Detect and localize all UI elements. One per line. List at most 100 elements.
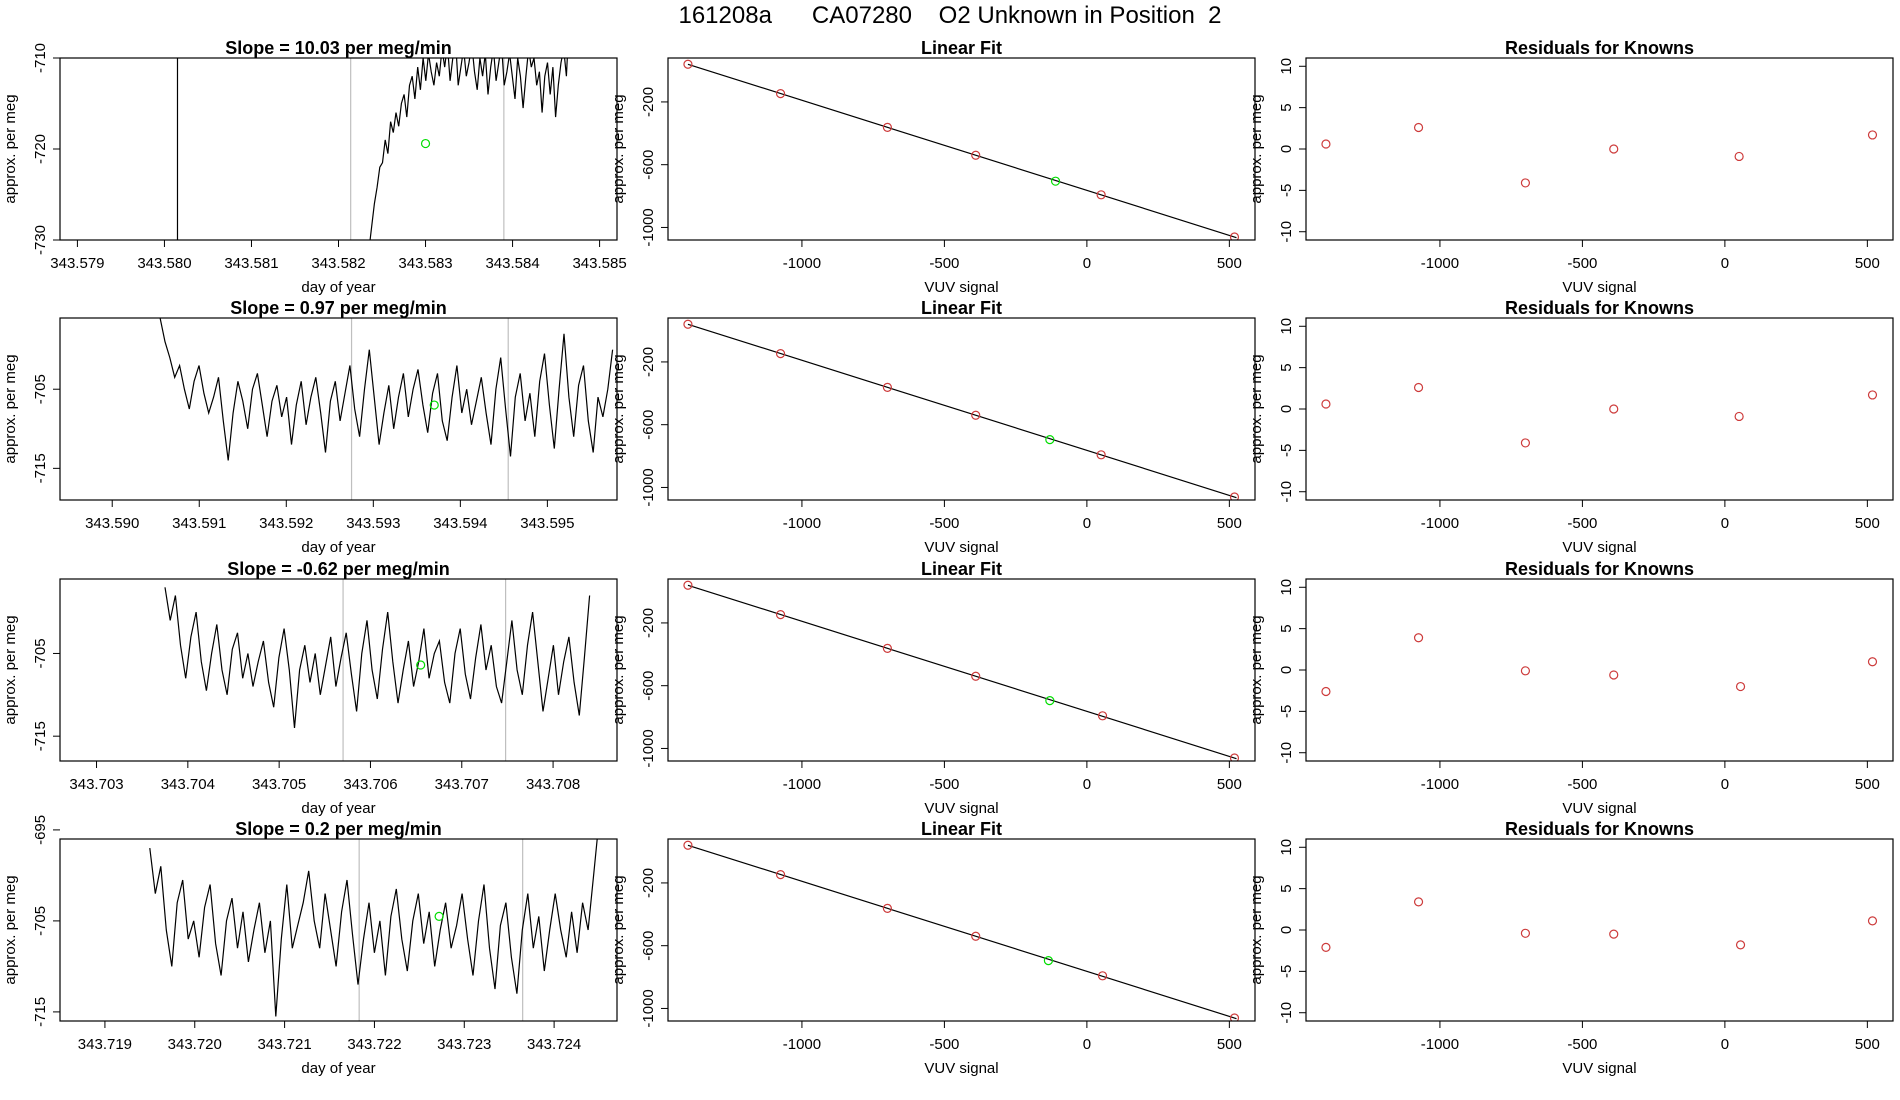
panel-r0c1: Linear Fit VUV signal approx. per meg -1000… (610, 38, 1256, 296)
plot-area (683, 840, 1240, 1021)
known-point (683, 840, 693, 850)
known-point (1867, 657, 1878, 667)
known-point (775, 610, 786, 620)
x-tick-label: 343.708 (526, 776, 580, 793)
x-tick-label: 343.720 (168, 1036, 222, 1053)
plot-frame (1305, 57, 1894, 241)
plot-area (1321, 633, 1878, 697)
x-axis-label: VUV signal (1562, 1060, 1636, 1077)
y-tick-label: -715 (32, 997, 49, 1027)
known-point (1097, 711, 1108, 721)
known-point (1413, 897, 1424, 907)
known-point (1734, 151, 1744, 162)
x-axis-label: day of year (301, 1060, 375, 1077)
x-tick-label: -1000 (783, 776, 821, 793)
known-point (1097, 971, 1108, 981)
fit-line (687, 844, 1237, 1020)
known-point (882, 382, 893, 392)
known-point (1096, 190, 1106, 200)
x-axis-label: VUV signal (1562, 539, 1636, 556)
unknown-point (1045, 695, 1055, 706)
x-tick-label: -500 (929, 776, 959, 793)
panel-title: Residuals for Knowns (1505, 298, 1694, 318)
y-tick-label: -200 (640, 608, 657, 638)
y-tick-label: -10 (1278, 221, 1295, 243)
plot-area (1321, 122, 1878, 188)
y-tick-label: -730 (32, 225, 49, 255)
fit-line (687, 584, 1237, 760)
y-tick-label: -200 (640, 87, 657, 117)
panel-r2c2: Residuals for Knowns VUV signal approx. pe… (1248, 559, 1894, 817)
known-point (1609, 670, 1619, 680)
x-tick-label: 500 (1855, 515, 1880, 532)
known-point (971, 150, 981, 160)
x-tick-label: 500 (1855, 776, 1880, 793)
series-trace (164, 587, 591, 728)
y-tick-label: -1000 (640, 208, 657, 246)
y-tick-label: -200 (640, 347, 657, 377)
plot-frame (667, 317, 1256, 501)
x-tick-label: 343.707 (435, 776, 489, 793)
known-point (1321, 139, 1331, 149)
y-tick-label: -5 (1278, 184, 1295, 197)
y-axis-label: approx. per meg (610, 615, 627, 724)
panel-title: Slope = -0.62 per meg/min (227, 559, 450, 579)
known-point (1520, 438, 1531, 448)
panel-title: Linear Fit (921, 38, 1002, 58)
panel-title: Residuals for Knowns (1505, 819, 1694, 839)
x-tick-label: -1000 (783, 515, 821, 532)
y-tick-label: -1000 (640, 729, 657, 767)
x-tick-label: 343.590 (85, 515, 139, 532)
x-tick-label: -1000 (1421, 776, 1459, 793)
y-tick-label: -695 (32, 815, 49, 845)
known-point (1735, 681, 1746, 692)
known-point (1413, 633, 1424, 643)
y-axis-label: approx. per meg (610, 94, 627, 203)
x-tick-label: 343.585 (572, 255, 626, 272)
x-tick-label: 343.595 (520, 515, 574, 532)
x-tick-label: 0 (1083, 776, 1091, 793)
panel-r3c2: Residuals for Knowns VUV signal approx. pe… (1248, 819, 1894, 1077)
y-tick-label: -10 (1278, 481, 1295, 503)
y-tick-label: 5 (1278, 624, 1295, 632)
x-tick-label: 343.592 (259, 515, 313, 532)
known-point (1413, 122, 1424, 133)
panel-r0c2: Residuals for Knowns VUV signal approx. pe… (1248, 38, 1894, 296)
x-tick-label: 343.724 (527, 1036, 581, 1053)
known-point (1520, 178, 1531, 188)
x-axis-label: day of year (301, 539, 375, 556)
unknown-point (434, 911, 444, 921)
y-axis-label: approx. per meg (2, 875, 19, 984)
panel-title: Slope = 0.97 per meg/min (230, 298, 447, 318)
panel-r0c0: Slope = 10.03 per meg/min day of year appr… (2, 38, 627, 296)
panel-title: Slope = 0.2 per meg/min (235, 819, 442, 839)
x-tick-label: 343.706 (343, 776, 397, 793)
plot-frame (667, 578, 1256, 762)
panel-title: Slope = 10.03 per meg/min (225, 38, 452, 58)
panel-title: Residuals for Knowns (1505, 559, 1694, 579)
y-tick-label: -600 (640, 671, 657, 701)
x-tick-label: 0 (1083, 1036, 1091, 1053)
known-point (1735, 940, 1746, 950)
x-tick-label: 343.591 (172, 515, 226, 532)
y-tick-label: 5 (1278, 103, 1295, 111)
known-point (882, 643, 893, 653)
known-point (1413, 382, 1424, 393)
x-tick-label: 343.594 (433, 515, 487, 532)
known-point (1520, 666, 1531, 676)
x-tick-label: 500 (1855, 255, 1880, 272)
y-tick-label: 0 (1278, 145, 1295, 153)
y-tick-label: 5 (1278, 884, 1295, 892)
y-tick-label: 10 (1278, 58, 1295, 75)
x-tick-label: -1000 (1421, 1036, 1459, 1053)
y-axis-label: approx. per meg (2, 354, 19, 463)
plot-frame (1305, 317, 1894, 501)
y-axis-label: approx. per meg (610, 875, 627, 984)
x-tick-label: 343.722 (347, 1036, 401, 1053)
x-tick-label: 0 (1083, 255, 1091, 272)
known-point (1321, 399, 1331, 409)
panel-r1c0: Slope = 0.97 per meg/min day of year appro… (2, 298, 618, 556)
x-tick-label: 0 (1721, 515, 1729, 532)
known-point (971, 671, 981, 681)
